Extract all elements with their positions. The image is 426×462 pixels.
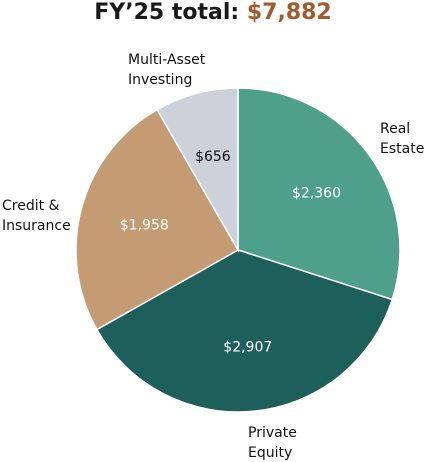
chart-title-prefix: FY’25 total: <box>94 0 247 25</box>
category-label-line: Credit & <box>2 198 60 214</box>
pie-slice-private-equity <box>95 249 394 413</box>
category-label-credit-insurance: Credit & Insurance <box>2 198 71 234</box>
value-label-real-estate: $2,360 <box>292 186 341 202</box>
chart-title: FY’25 total: $7,882 <box>0 0 426 26</box>
category-label-line: Estate <box>380 141 424 157</box>
pie-slice-multi-asset-investing <box>156 87 239 253</box>
pie-slice-credit-insurance <box>75 108 240 331</box>
category-label-line: Private <box>248 425 297 441</box>
category-label-line: Multi-Asset <box>128 52 206 68</box>
chart-title-total-value: $7,882 <box>246 0 332 25</box>
category-label-line: Real <box>380 121 410 137</box>
category-label-line: Insurance <box>2 218 71 234</box>
pie-slices <box>75 87 401 413</box>
category-label-real-estate: Real Estate <box>380 121 424 157</box>
category-label-private-equity: Private Equity <box>248 425 297 461</box>
pie-value-labels: $2,360 $2,907 $1,958 $656 <box>120 149 341 356</box>
category-label-line: Investing <box>128 72 192 88</box>
value-label-private-equity: $2,907 <box>223 340 272 356</box>
category-label-line: Equity <box>248 445 292 461</box>
pie-category-labels: Real Estate Private Equity Credit & Insurance… <box>2 52 424 461</box>
pie-slice-real-estate <box>237 87 401 301</box>
value-label-multi-asset-investing: $656 <box>195 149 231 165</box>
category-label-multi-asset-investing: Multi-Asset Investing <box>128 52 206 88</box>
value-label-credit-insurance: $1,958 <box>120 217 169 233</box>
